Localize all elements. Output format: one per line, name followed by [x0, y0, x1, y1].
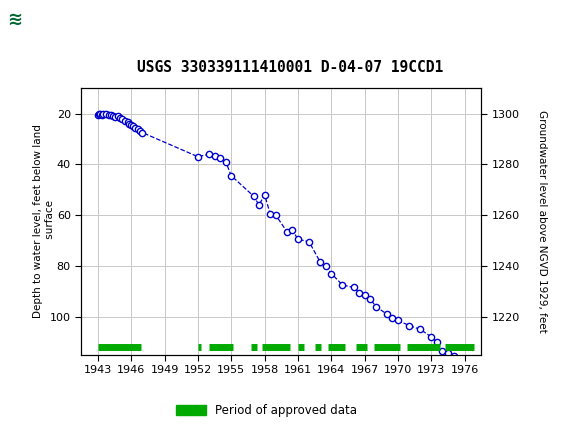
Legend: Period of approved data: Period of approved data: [172, 399, 362, 422]
Text: USGS: USGS: [44, 13, 90, 28]
Y-axis label: Groundwater level above NGVD 1929, feet: Groundwater level above NGVD 1929, feet: [536, 110, 547, 333]
Y-axis label: Depth to water level, feet below land
 surface: Depth to water level, feet below land su…: [34, 125, 55, 318]
Text: USGS 330339111410001 D-04-07 19CCD1: USGS 330339111410001 D-04-07 19CCD1: [137, 60, 443, 75]
Bar: [3, 3, 78, 37]
Text: ≋: ≋: [7, 11, 22, 29]
